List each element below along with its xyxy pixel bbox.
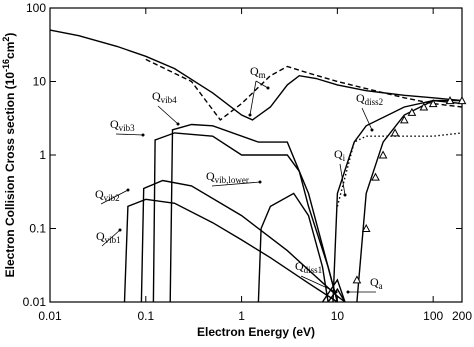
series-line [123,198,338,303]
annotation-arrow [249,80,257,116]
annotation-text: Q [250,64,259,78]
y-tick-label: 1 [39,148,46,162]
annotation-sub: diss2 [365,97,384,107]
data-point [352,275,362,284]
y-axis-label: Electron Collision Cross section (10-16c… [1,33,17,278]
data-point [390,128,400,137]
annotation-arrow [339,163,346,196]
data-point [419,102,429,111]
annotation-sub: vib3 [119,123,136,133]
annotation-arrow [100,189,129,205]
arrow-head [248,113,252,117]
annotation-arrow [115,133,144,136]
annotation-sub: m [259,70,266,80]
annotation-arrow [361,107,373,131]
series-line [169,123,339,303]
arrow-head [141,133,145,137]
annotation-text: Q [370,275,379,289]
y-label-sup: -16 [1,59,11,72]
annotation-text: Q [334,147,343,161]
y-tick-label: 10 [33,75,47,89]
arrow-head [176,122,180,126]
series-line [321,278,346,303]
x-tick-label: 0.01 [38,309,62,323]
annotation-sub: vib1 [105,235,121,245]
arrow-head [334,290,338,294]
x-tick-label: 1 [238,309,245,323]
annotation-sub: vib2 [104,193,120,203]
data-point [445,96,455,105]
arrow-head [126,188,130,192]
data-point [361,223,371,232]
annotation: Qi [334,147,346,163]
data-point [407,107,417,116]
annotation: Qa [370,275,383,291]
series-line [152,132,339,303]
annotation-sub: vib4 [161,95,178,105]
arrow-head [370,128,374,132]
x-axis-label: Electron Energy (eV) [197,325,315,339]
annotation-text: Q [152,89,161,103]
annotation: Qm [250,64,266,80]
annotation: Qvib1 [96,229,121,245]
data-point [428,99,438,108]
annotation-text: Q [295,259,304,273]
annotation: Qdiss2 [356,91,383,107]
y-label-sup: 2 [1,37,11,42]
x-tick-label: 0.1 [137,309,154,323]
annotation-sub: vib,lower [215,175,249,185]
data-point [457,96,467,105]
x-tick-label: 100 [423,309,443,323]
series-line [336,132,463,207]
x-tick-label: 200 [452,309,472,323]
annotation-arrow [211,181,261,187]
data-point [399,115,409,124]
annotation-sub: diss1 [304,265,323,275]
annotation-text: Q [110,117,119,131]
annotation-arrow [101,229,121,247]
y-tick-label: 100 [26,1,46,15]
y-tick-label: 0.1 [29,222,46,236]
annotation-text: Q [206,169,215,183]
y-label-unit: cm [3,42,17,59]
annotation-text: Q [96,229,105,243]
arrow-head [118,228,122,232]
arrow-head [343,193,347,197]
annotation: Qdiss1 [295,259,322,275]
data-point [371,172,380,181]
annotation-arrow [255,80,269,89]
series-line [332,99,463,303]
y-label-close: ) [3,33,17,37]
y-label-text: Electron Collision Cross section (10 [3,72,17,278]
y-tick-label: 0.01 [23,295,47,309]
annotation: Qvib3 [110,117,135,133]
annotation: Qvib,lower [206,169,249,185]
annotation: Qvib2 [95,187,120,203]
arrow-head [266,86,270,90]
annotation-text: Q [95,187,104,201]
series-line [257,192,329,303]
x-tick-label: 10 [331,309,345,323]
series-line [327,287,346,303]
annotation-sub: i [343,153,346,163]
annotation-arrow [300,275,337,293]
annotation-arrow [157,105,179,125]
arrow-head [258,180,262,184]
series-line [145,58,463,121]
annotation-text: Q [356,91,365,105]
arrow-head [346,290,350,294]
annotation: Qvib4 [152,89,177,105]
annotation-sub: a [379,281,383,291]
data-point [378,150,388,159]
